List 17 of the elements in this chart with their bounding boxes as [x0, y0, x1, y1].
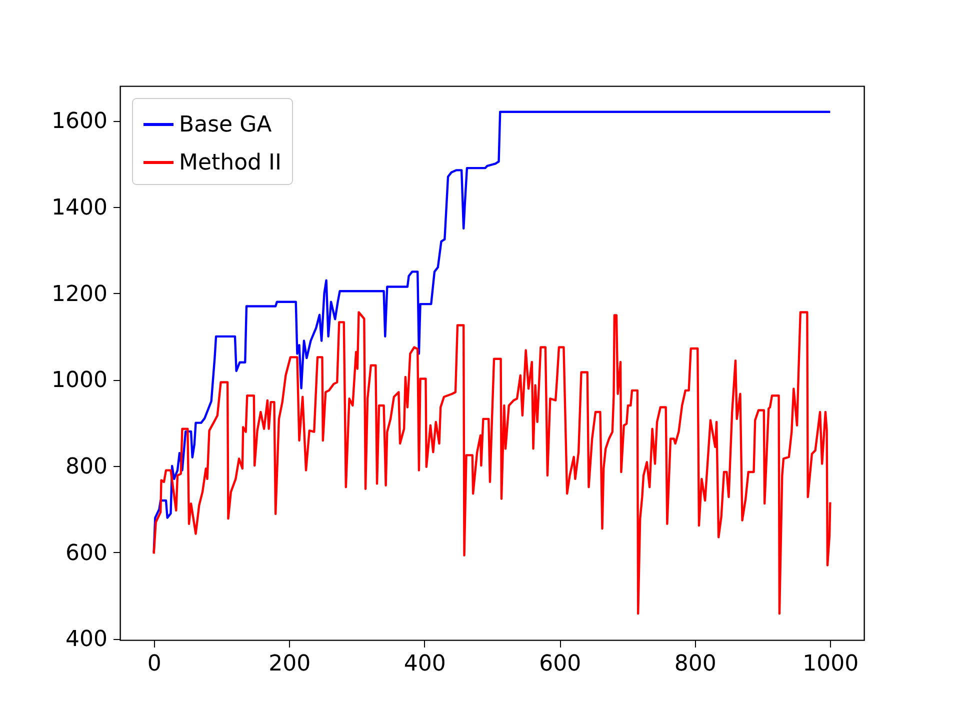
- line-series: [152, 110, 832, 554]
- x-tick-label: 400: [404, 652, 446, 676]
- y-tick-label: 1400: [52, 195, 108, 220]
- y-tick-label: 1600: [52, 109, 108, 134]
- y-tick-label: 1200: [52, 282, 108, 307]
- legend-label: Method II: [179, 150, 282, 176]
- x-tick-label: 600: [539, 652, 582, 676]
- y-tick-label: 400: [66, 627, 108, 652]
- x-tick-label: 0: [147, 652, 162, 676]
- y-tick-label: 1000: [52, 368, 108, 394]
- x-tick-label: 800: [674, 652, 716, 676]
- x-tick-label: 200: [268, 652, 311, 676]
- y-tick-label: 800: [66, 454, 108, 480]
- legend-label: Base GA: [179, 112, 272, 138]
- line-series: [152, 311, 832, 615]
- x-tick-label: 1000: [802, 652, 859, 676]
- y-tick-label: 600: [66, 540, 108, 566]
